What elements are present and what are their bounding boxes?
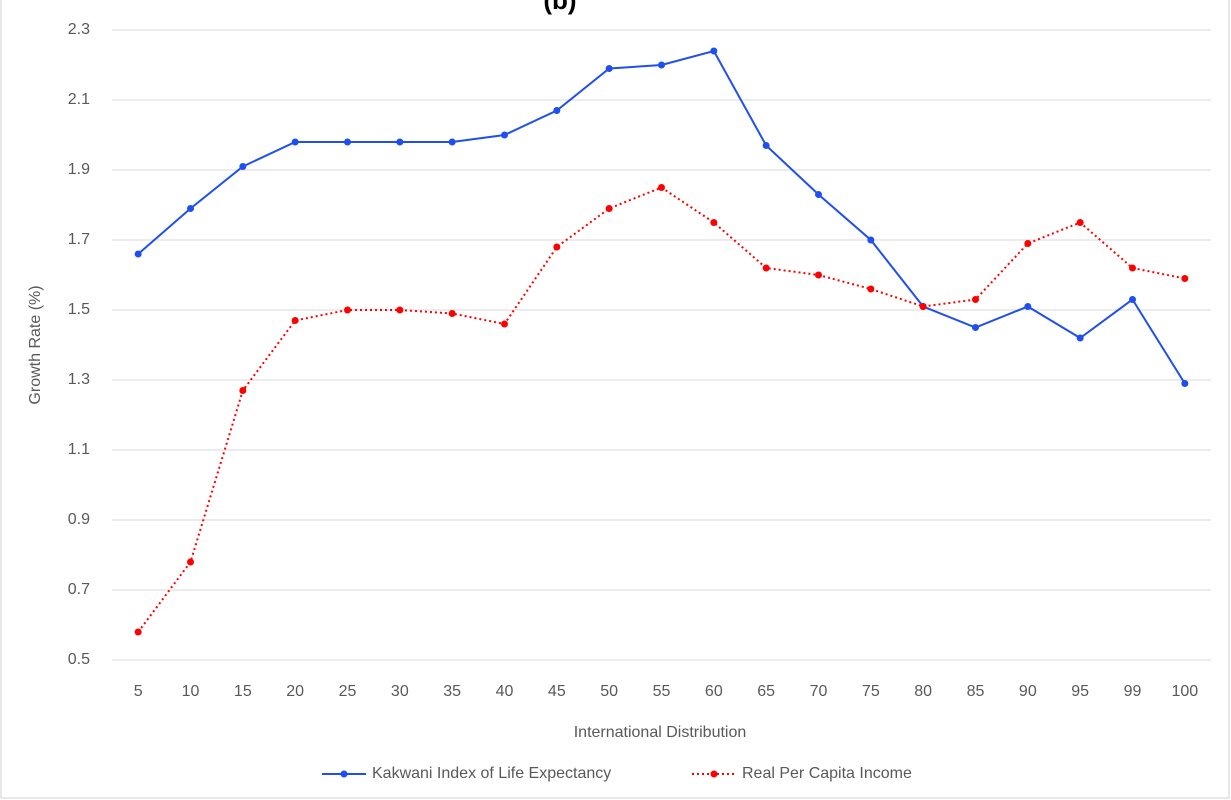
- point: [134, 628, 142, 636]
- point: [710, 219, 718, 226]
- x-tick-label: 45: [548, 683, 566, 700]
- x-tick-label: 50: [600, 683, 618, 700]
- y-tick-label: 1.1: [68, 441, 90, 458]
- y-tick-label: 0.9: [68, 511, 90, 528]
- point: [239, 387, 247, 394]
- point: [553, 243, 561, 251]
- x-tick-label: 75: [862, 683, 880, 700]
- legend-label: Kakwani Index of Life Expectancy: [372, 765, 611, 782]
- y-tick-label: 1.9: [68, 161, 90, 178]
- y-tick-label: 1.3: [68, 371, 90, 388]
- x-tick-label: 99: [1124, 683, 1142, 700]
- point: [1076, 219, 1084, 226]
- point: [344, 138, 351, 146]
- x-tick-label: 65: [757, 683, 775, 700]
- x-tick-label: 10: [182, 683, 200, 700]
- x-axis-title: International Distribution: [574, 724, 747, 741]
- point: [1181, 380, 1189, 387]
- point: [710, 47, 718, 55]
- point: [134, 250, 142, 258]
- y-tick-label: 2.3: [68, 21, 90, 38]
- x-tick-label: 100: [1171, 683, 1198, 700]
- x-tick-label: 40: [496, 683, 514, 700]
- legend-marker: [710, 770, 718, 778]
- point: [1024, 240, 1032, 247]
- point: [448, 138, 456, 146]
- point: [658, 184, 665, 191]
- point: [658, 61, 665, 69]
- x-tick-label: 95: [1071, 683, 1089, 700]
- point: [1024, 303, 1032, 310]
- x-tick-label: 25: [339, 683, 357, 700]
- point: [815, 191, 822, 198]
- y-tick-label: 0.7: [68, 581, 90, 598]
- point: [187, 205, 194, 212]
- x-tick-label: 20: [286, 683, 304, 700]
- legend-label: Real Per Capita Income: [742, 765, 912, 782]
- point: [1181, 275, 1189, 282]
- point: [815, 271, 822, 279]
- point: [605, 65, 613, 72]
- point: [1076, 334, 1084, 342]
- point: [448, 310, 456, 317]
- y-tick-label: 1.5: [68, 301, 90, 318]
- point: [396, 306, 404, 314]
- point: [553, 107, 561, 114]
- point: [291, 317, 299, 324]
- point: [919, 303, 927, 310]
- point: [396, 138, 404, 146]
- x-tick-label: 15: [234, 683, 252, 700]
- point: [291, 138, 299, 146]
- point: [867, 285, 875, 293]
- point: [344, 306, 351, 314]
- x-tick-label: 80: [914, 683, 932, 700]
- x-tick-label: 70: [810, 683, 828, 700]
- point: [501, 320, 508, 328]
- point: [972, 296, 979, 303]
- x-tick-label: 85: [967, 683, 985, 700]
- x-tick-label: 30: [391, 683, 409, 700]
- y-axis-title: Growth Rate (%): [27, 285, 44, 404]
- chart-title: (b): [543, 0, 576, 15]
- point: [972, 324, 979, 331]
- y-tick-label: 2.1: [68, 91, 90, 108]
- point: [1129, 296, 1136, 303]
- point: [501, 131, 508, 139]
- point: [187, 558, 194, 566]
- point: [1129, 264, 1136, 272]
- point: [605, 205, 613, 212]
- point: [239, 163, 247, 170]
- x-tick-label: 60: [705, 683, 723, 700]
- point: [762, 264, 770, 272]
- x-tick-label: 55: [653, 683, 671, 700]
- y-tick-label: 1.7: [68, 231, 90, 248]
- point: [762, 142, 770, 149]
- y-tick-label: 0.5: [68, 651, 90, 668]
- x-tick-label: 35: [443, 683, 461, 700]
- x-tick-label: 5: [134, 683, 143, 700]
- legend-marker: [340, 770, 348, 778]
- point: [867, 236, 875, 244]
- x-tick-label: 90: [1019, 683, 1037, 700]
